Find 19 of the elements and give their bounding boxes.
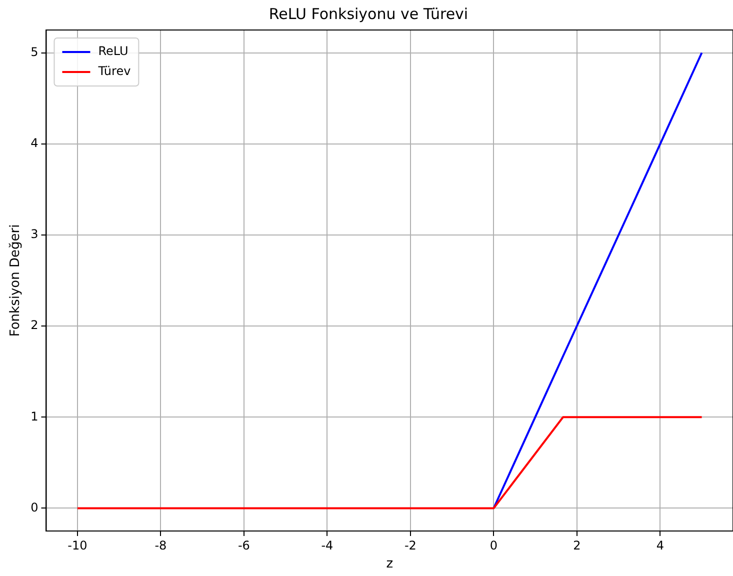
x-tick-label: 0 bbox=[490, 538, 498, 552]
y-tick-label: 4 bbox=[30, 136, 38, 150]
y-tick-label: 1 bbox=[30, 409, 38, 424]
y-tick-label: 2 bbox=[30, 318, 38, 332]
y-axis-title: Fonksiyon Değeri bbox=[8, 224, 24, 337]
x-axis-title: z bbox=[386, 556, 394, 572]
x-tick-label: -6 bbox=[238, 538, 250, 552]
x-tick-label: 4 bbox=[656, 538, 664, 552]
x-tick-label: -8 bbox=[154, 538, 167, 552]
legend-label: ReLU bbox=[98, 44, 128, 58]
chart-title: ReLU Fonksiyonu ve Türevi bbox=[268, 4, 468, 23]
legend-label: Türev bbox=[97, 64, 131, 78]
x-tick-label: -10 bbox=[68, 538, 88, 552]
x-tick-label: -2 bbox=[404, 538, 416, 552]
x-tick-label: 2 bbox=[573, 538, 581, 552]
y-tick-label: 5 bbox=[30, 44, 38, 59]
x-tick-label: -4 bbox=[321, 538, 334, 552]
y-tick-label: 0 bbox=[30, 500, 38, 514]
y-tick-label: 3 bbox=[30, 227, 38, 242]
